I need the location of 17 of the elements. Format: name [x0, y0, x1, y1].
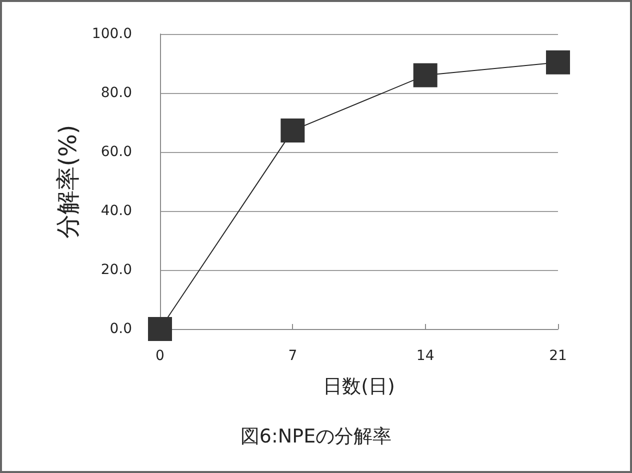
x-tick-label: 0: [156, 348, 164, 364]
point: [546, 50, 570, 74]
y-axis-title: 分解率(%): [54, 124, 82, 238]
y-tick-label: 20.0: [100, 262, 132, 278]
y-tick-label: 40.0: [100, 203, 132, 219]
x-tick-label: 7: [288, 348, 298, 364]
y-tick-label: 0.0: [110, 321, 132, 337]
x-axis-title: 日数(日): [323, 376, 395, 398]
y-tick-label: 100.0: [92, 26, 132, 42]
point: [413, 63, 438, 88]
x-tick-label: 14: [416, 348, 434, 364]
text: 図6:NPEの分解率: [240, 426, 392, 448]
point: [280, 118, 305, 142]
point: [148, 317, 172, 341]
y-tick-label: 60.0: [100, 144, 132, 160]
x-tick-label: 21: [549, 348, 567, 364]
y-tick-label: 80.0: [100, 85, 132, 101]
